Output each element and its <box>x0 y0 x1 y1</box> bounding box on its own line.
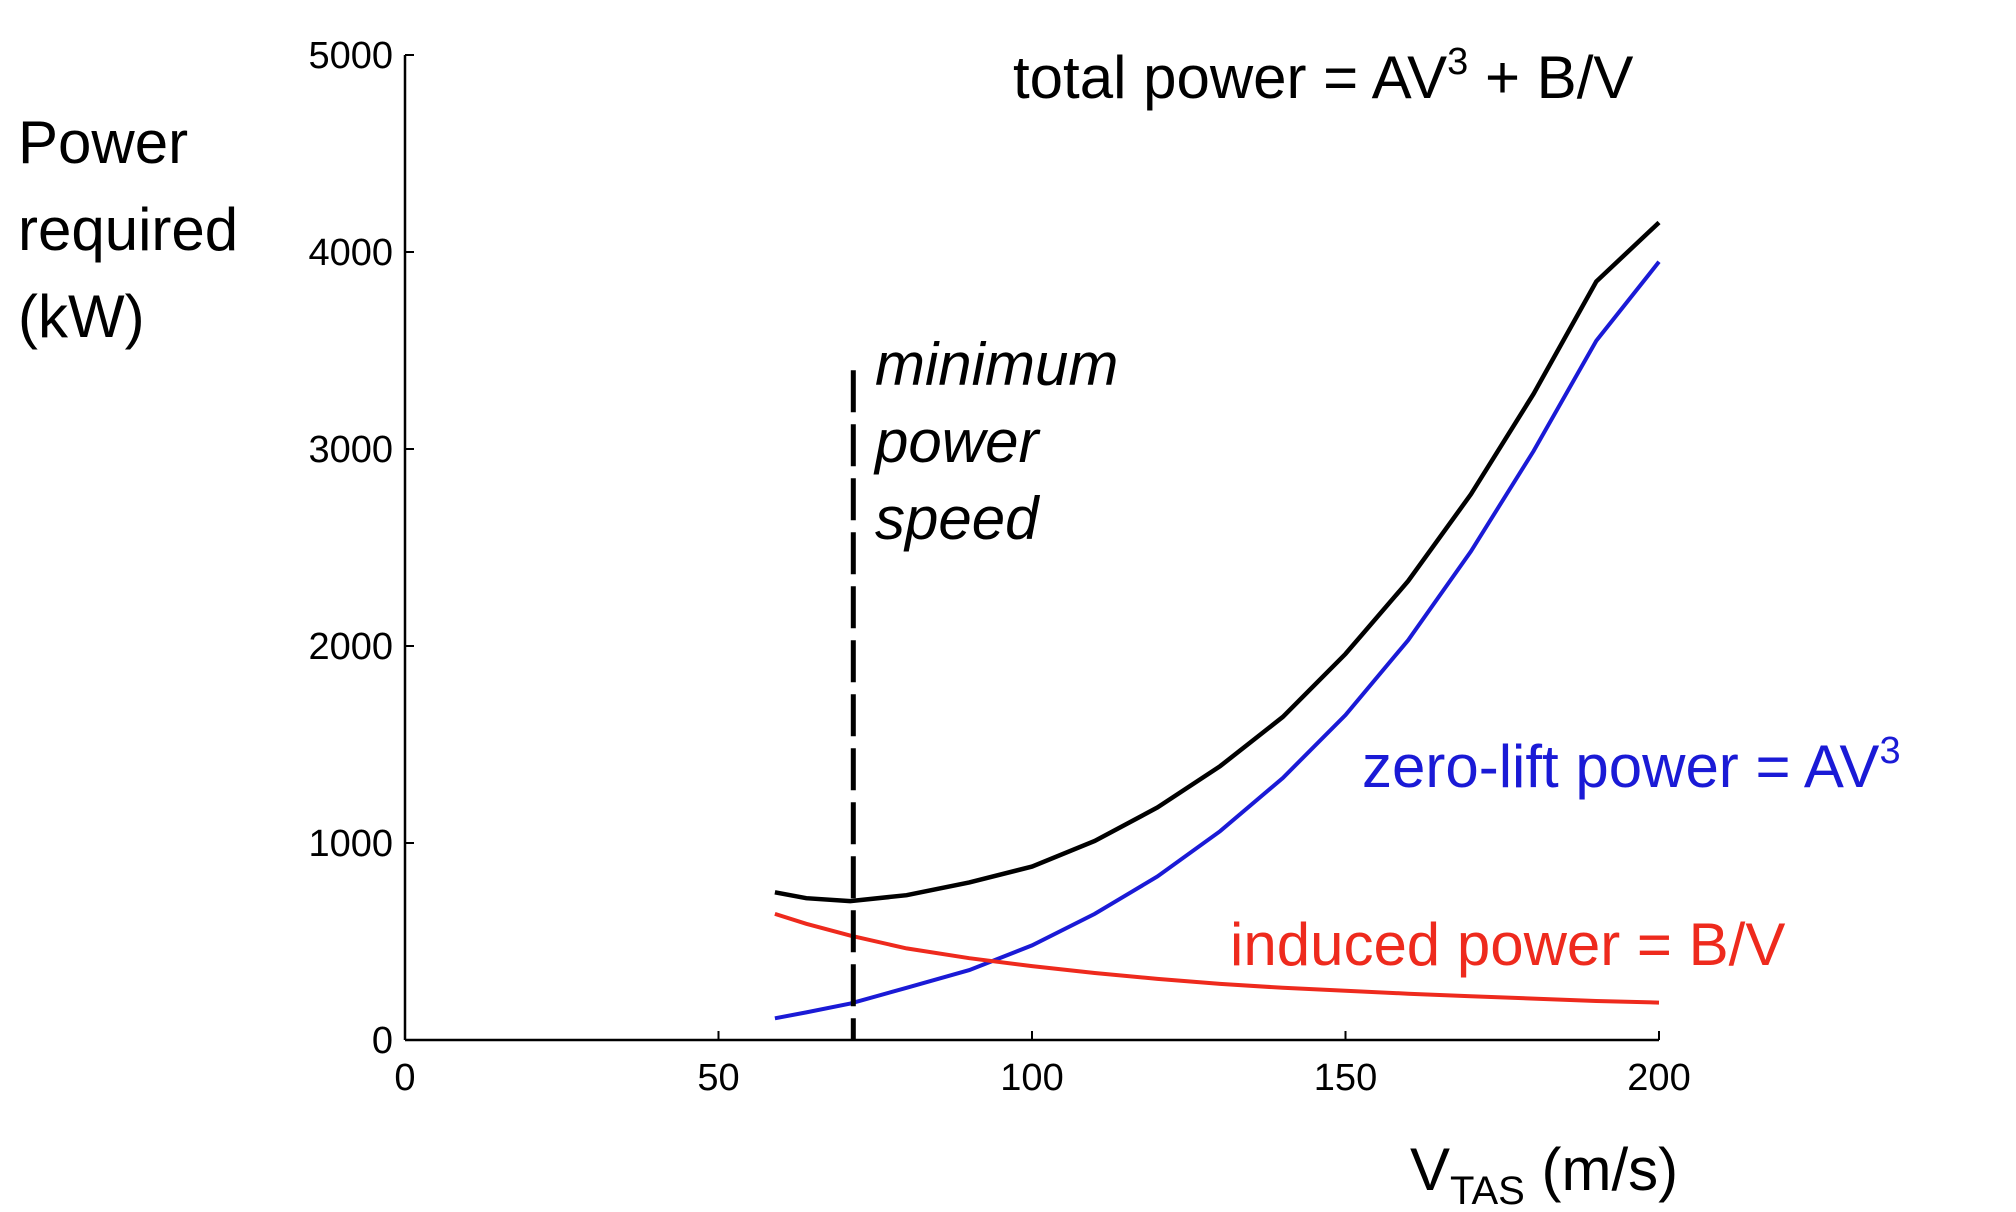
y-axis-title-line-2: required <box>18 196 238 263</box>
x-tick-label: 100 <box>1000 1057 1063 1099</box>
y-axis-title-line-1: Power <box>18 109 188 176</box>
y-tick-label: 1000 <box>308 823 393 865</box>
x-axis-title: VTAS (m/s) <box>1410 1136 1678 1212</box>
y-ticks: 0 1000 2000 3000 4000 5000 <box>308 35 414 1062</box>
series-zero-lift-power-line <box>774 260 1661 1021</box>
y-axis-title-line-3: (kW) <box>18 283 145 350</box>
min-power-line-2: power <box>873 408 1040 475</box>
total-formula-base: total power = AV <box>1013 44 1447 111</box>
minimum-power-speed-label: minimum power speed <box>873 331 1135 552</box>
y-tick-label: 5000 <box>308 35 393 77</box>
series-induced-power-line <box>774 911 1660 1005</box>
zero-lift-label-base: zero-lift power = AV <box>1362 733 1879 800</box>
y-axis-title: Power required (kW) <box>18 109 255 350</box>
x-ticks: 0 50 100 150 200 <box>394 1031 1691 1099</box>
x-axis-title-unit: (m/s) <box>1525 1136 1678 1203</box>
zero-lift-label-exponent: 3 <box>1879 730 1900 772</box>
y-tick-label: 2000 <box>308 626 393 668</box>
total-formula-tail: + B/V <box>1468 44 1633 111</box>
x-tick-label: 0 <box>394 1057 415 1099</box>
min-power-line-1: minimum <box>875 331 1118 398</box>
x-tick-label: 150 <box>1314 1057 1377 1099</box>
y-tick-label: 4000 <box>308 232 393 274</box>
x-axis-title-main: V <box>1410 1136 1450 1203</box>
total-power-formula: total power = AV3 + B/V <box>1013 41 1633 111</box>
min-power-line-3: speed <box>875 485 1040 552</box>
x-tick-label: 50 <box>697 1057 739 1099</box>
total-formula-exponent: 3 <box>1447 41 1468 83</box>
induced-power-label: induced power = B/V <box>1230 911 1785 978</box>
zero-lift-power-label: zero-lift power = AV3 <box>1362 730 1901 800</box>
x-axis-title-subscript: TAS <box>1450 1169 1525 1212</box>
y-tick-label: 0 <box>372 1020 393 1062</box>
x-tick-label: 200 <box>1627 1057 1690 1099</box>
y-tick-label: 3000 <box>308 429 393 471</box>
series-total-power-line <box>774 220 1661 904</box>
